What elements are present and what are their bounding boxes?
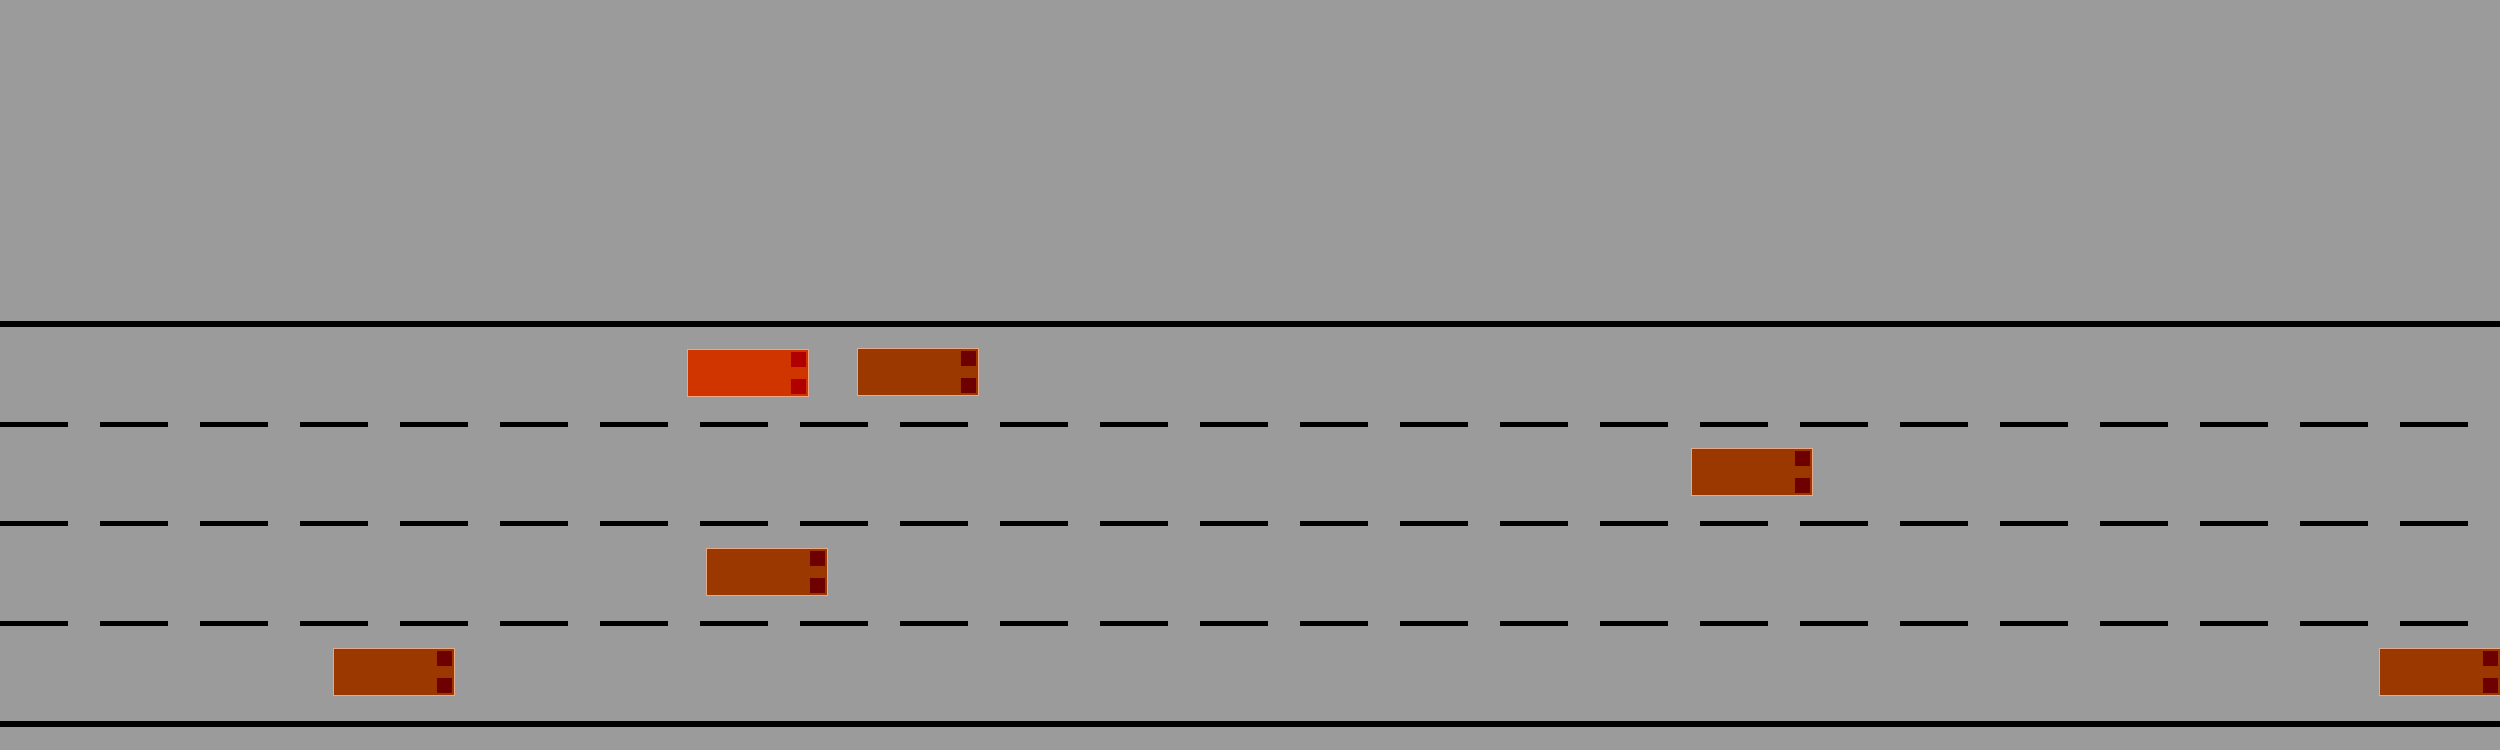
headlight [2483,678,2498,693]
headlight [437,678,452,693]
headlight [437,651,452,666]
vehicle [706,548,828,596]
vehicle [1691,448,1813,496]
ego-vehicle [687,349,809,397]
vehicle [857,348,979,396]
road-top-edge [0,321,2500,327]
ego-headlight-left [791,352,806,367]
ego-headlight-right [791,379,806,394]
lane-divider-3 [0,621,2500,626]
headlight [1795,451,1810,466]
headlight [2483,651,2498,666]
headlight [961,378,976,393]
headlight [810,578,825,593]
headlight [810,551,825,566]
headlight [961,351,976,366]
lane-divider-2 [0,521,2500,526]
lane-divider-1 [0,422,2500,427]
headlight [1795,478,1810,493]
vehicle [333,648,455,696]
road-bottom-edge [0,721,2500,727]
vehicle [2379,648,2500,696]
